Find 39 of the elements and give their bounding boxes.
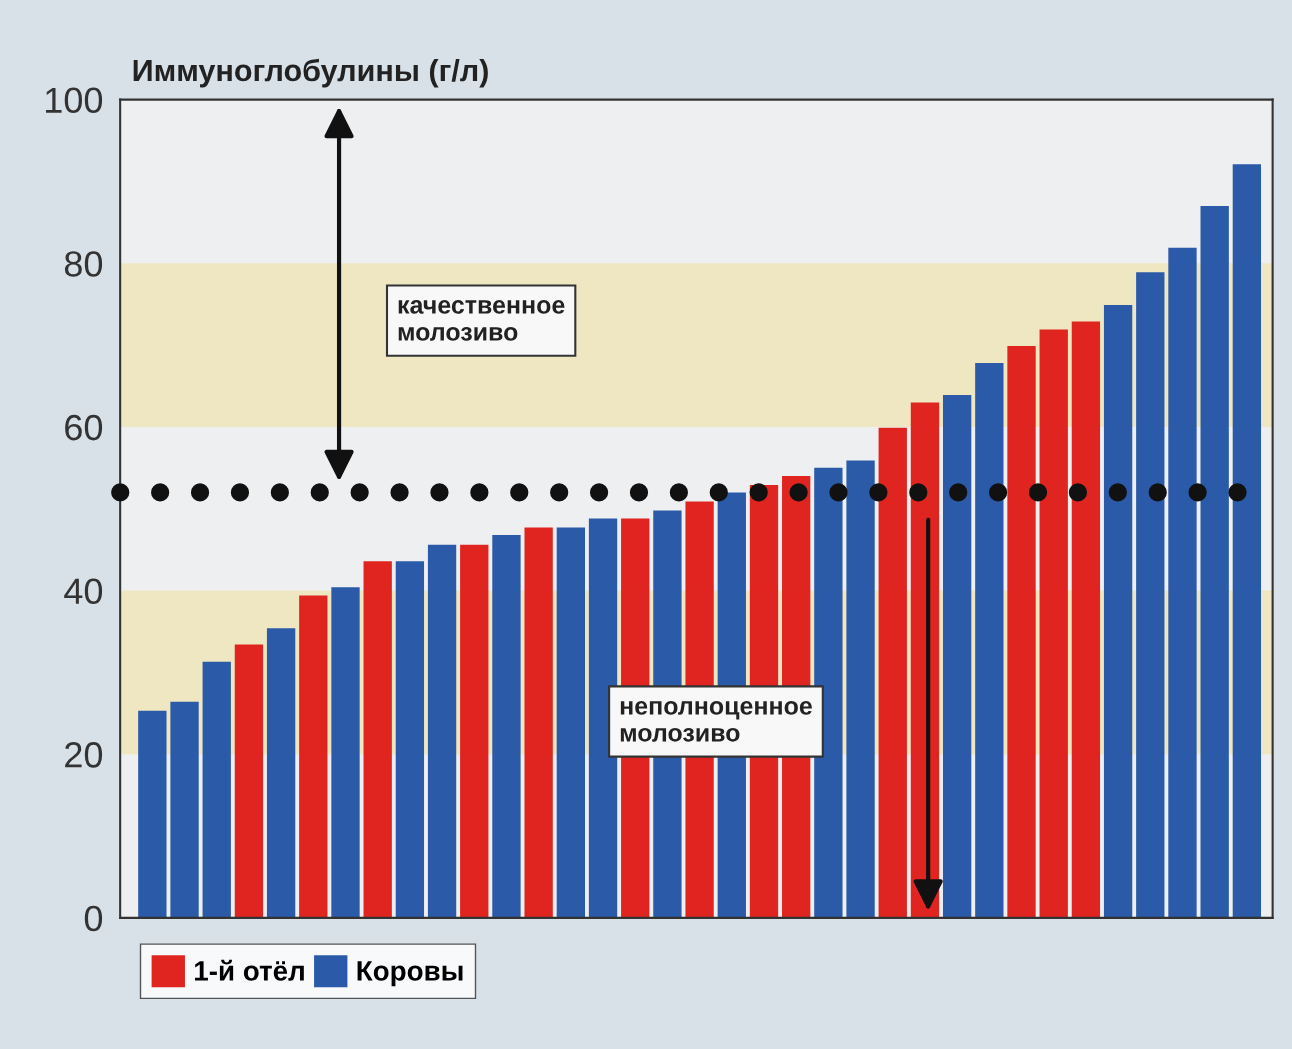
legend-label: 1-й отёл — [195, 959, 304, 981]
y-tick-label: 40 — [64, 578, 103, 605]
bar — [460, 544, 489, 918]
bar — [202, 661, 231, 918]
bar — [395, 561, 425, 918]
bar — [331, 587, 360, 918]
annotation: неполноценное молозиво — [620, 701, 812, 742]
y-tick-label: 20 — [65, 742, 103, 768]
bar — [1039, 329, 1068, 918]
y-axis-title: Иммуноглобулины (г/л) — [133, 58, 488, 88]
bar — [556, 527, 585, 918]
bar — [846, 460, 875, 918]
bar — [1232, 164, 1262, 918]
bar — [170, 701, 199, 918]
bar — [299, 595, 328, 918]
y-tick-label: 60 — [65, 414, 103, 441]
annotation: качественное молозиво — [398, 300, 565, 341]
bar — [1200, 206, 1229, 918]
bar — [1007, 345, 1036, 918]
y-tick-label: 0 — [84, 905, 103, 932]
bar — [492, 534, 521, 918]
bar — [588, 518, 618, 918]
bar — [1168, 247, 1197, 918]
y-tick-label: 80 — [64, 251, 103, 277]
y-tick-label: 100 — [46, 87, 103, 114]
bar — [814, 467, 843, 918]
bar — [363, 561, 392, 918]
bar — [1071, 321, 1101, 918]
bar — [524, 527, 553, 918]
bar — [942, 395, 972, 918]
bar — [975, 363, 1004, 918]
bar — [234, 644, 264, 918]
bar — [878, 427, 907, 918]
bar — [266, 628, 296, 918]
bar — [138, 710, 167, 918]
legend-label: Коровы — [357, 961, 463, 987]
bar — [1103, 305, 1133, 918]
bar — [427, 544, 457, 918]
bar — [1136, 272, 1165, 918]
